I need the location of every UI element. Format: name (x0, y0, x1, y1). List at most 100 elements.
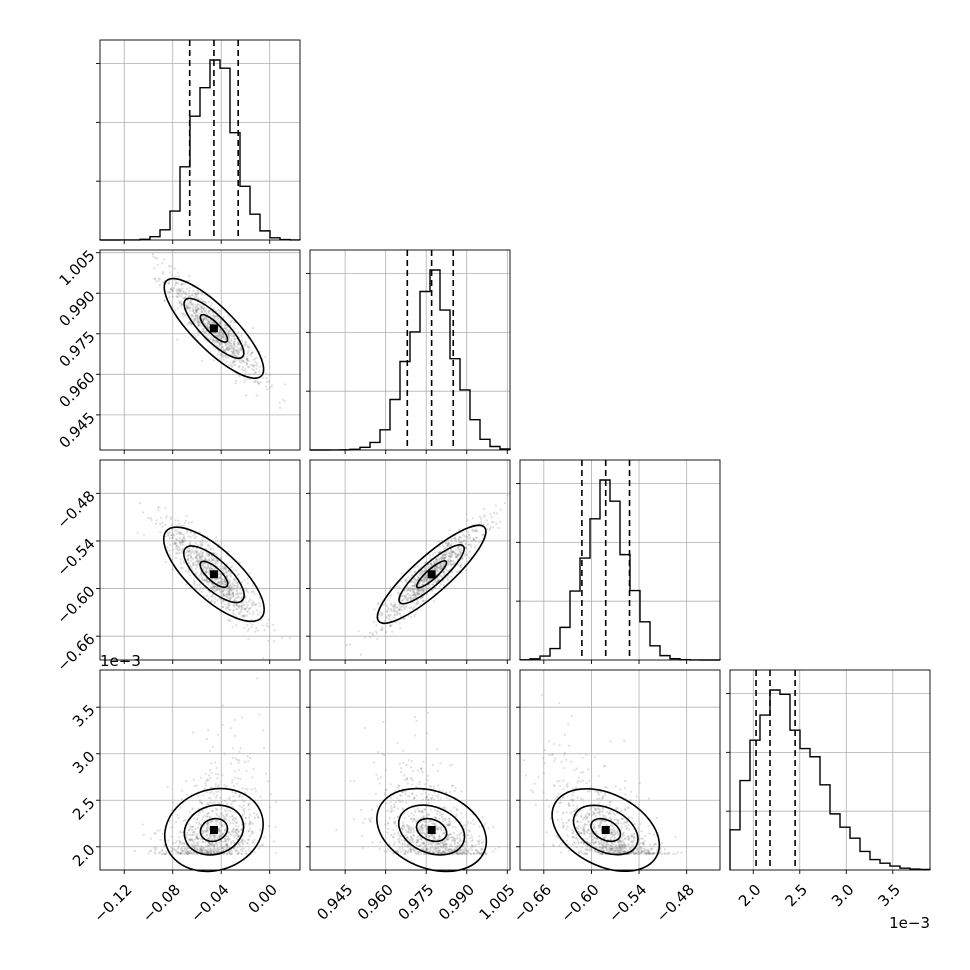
pair-0-2-sample (233, 603, 236, 606)
pair-1-2-sample (457, 555, 460, 558)
pair-1-2-sample (381, 628, 384, 631)
pair-0-1-sample (228, 348, 231, 351)
pair-1-3-sample (401, 846, 404, 850)
pair-1-2-sample (450, 542, 453, 545)
pair-0-2-sample (247, 638, 250, 641)
pair-1-2-sample (489, 513, 492, 516)
pair-2-3-sample (633, 832, 636, 836)
pair-0-1-sample (173, 267, 176, 270)
pair-0-2-sample (226, 576, 229, 579)
pair-0-1-sample (244, 343, 247, 346)
pair-0-3-sample (215, 807, 218, 811)
pair-1-2-sample (388, 616, 391, 619)
pair-1-2-sample (421, 572, 424, 575)
pair-1-2-sample (425, 593, 428, 596)
pair-1-2-sample (436, 569, 439, 573)
pair-0-2-sample (252, 590, 255, 593)
pair-1-3-sample (398, 762, 401, 765)
pair-0-2-sample (232, 591, 235, 594)
pair-0-1-sample (190, 323, 193, 326)
pair-1-3-sample (458, 840, 462, 843)
pair-0-2-sample (252, 601, 255, 605)
pair-0-3-sample (226, 844, 229, 847)
pair-0-3-sample (206, 851, 209, 855)
pair-0-3-sample (222, 852, 225, 856)
pair-0-3-sample (175, 839, 178, 843)
pair-0-1-sample (235, 348, 238, 352)
pair-1-2-sample (467, 537, 470, 540)
pair-0-2-sample (202, 561, 205, 564)
pair-0-1-sample (180, 303, 183, 306)
pair-0-1-sample (194, 314, 197, 317)
pair-0-1-sample (229, 320, 232, 323)
pair-0-2-sample (228, 591, 231, 594)
pair-0-3-sample (201, 802, 204, 805)
pair-0-3-sample (201, 829, 204, 833)
pair-1-2-sample (449, 560, 452, 563)
pair-1-2-sample (471, 529, 474, 532)
pair-0-3-sample (246, 755, 249, 758)
pair-0-2-sample (222, 582, 226, 585)
pair-0-2-sample (263, 629, 266, 632)
pair-0-3-sample (207, 779, 210, 782)
pair-0-2-sample (237, 573, 240, 576)
pair-0-2-sample (223, 578, 226, 581)
pair-0-1-sample (219, 343, 222, 346)
pair-1-2-sample (413, 581, 416, 584)
pair-1-2-sample (396, 591, 400, 594)
pair-1-2-sample (432, 600, 435, 603)
pair-0-1-sample (179, 290, 182, 293)
pair-1-2-sample (460, 546, 463, 549)
pair-0-1-sample (224, 324, 227, 327)
pair-0-3-sample (201, 832, 204, 836)
pair-1-3-sample (349, 780, 352, 783)
pair-0-3-sample (262, 747, 266, 750)
pair-0-1-sample (219, 341, 222, 344)
pair-0-1-sample (176, 291, 179, 294)
pair-1-3-sample (409, 777, 412, 780)
pair-0-3-sample (182, 845, 185, 848)
pair-1-2-sample (416, 579, 419, 582)
pair-0-1-sample (181, 312, 184, 315)
pair-1-2-sample (415, 601, 419, 604)
pair-0-1-sample (246, 359, 249, 363)
pair-0-3-sample (174, 842, 177, 845)
pair-0-1-sample (163, 299, 166, 302)
pair-0-2-sample (175, 544, 179, 547)
pair-0-3-sample (236, 852, 239, 856)
pair-1-2-sample (404, 595, 407, 599)
pair-1-2-sample (386, 610, 389, 613)
pair-1-2-sample (459, 553, 462, 556)
pair-0-1-sample (200, 306, 203, 310)
pair-1-3-sample (376, 751, 380, 754)
pair-1-2-sample (414, 570, 417, 574)
pair-1-2-sample (391, 630, 394, 633)
pair-1-3-sample (411, 839, 414, 842)
pair-0-1-sample (204, 302, 208, 305)
pair-1-2-sample (412, 588, 415, 592)
pair-0-3-sample (194, 844, 197, 847)
pair-0-2-sample (223, 589, 226, 592)
pair-1-3-sample (426, 711, 430, 715)
pair-0-1-sample (231, 365, 234, 368)
pair-1-2-sample (473, 544, 477, 547)
pair-0-3-sample (251, 840, 255, 843)
pair-0-3-sample (248, 757, 251, 760)
pair-0-2-sample (216, 562, 219, 565)
pair-0-2-sample (188, 543, 191, 546)
pair-1-2-sample (398, 608, 402, 611)
pair-1-2-sample (389, 624, 392, 627)
pair-0-3-sample (237, 830, 240, 834)
pair-1-2-sample (413, 577, 416, 580)
pair-1-3-sample (376, 805, 379, 808)
pair-0-2-sample (251, 604, 254, 607)
pair-1-2-sample (429, 586, 432, 589)
pair-1-2-sample (443, 562, 446, 565)
pair-0-3-sample (200, 850, 203, 853)
pair-0-3-sample (193, 830, 196, 833)
pair-0-2-sample (197, 553, 200, 556)
pair-0-2-sample (224, 595, 227, 598)
pair-2-3-sample (623, 739, 626, 742)
pair-0-1-sample (207, 310, 210, 313)
pair-0-3-sample (217, 784, 221, 787)
